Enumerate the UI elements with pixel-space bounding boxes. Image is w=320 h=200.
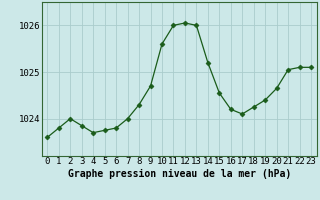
X-axis label: Graphe pression niveau de la mer (hPa): Graphe pression niveau de la mer (hPa)	[68, 169, 291, 179]
